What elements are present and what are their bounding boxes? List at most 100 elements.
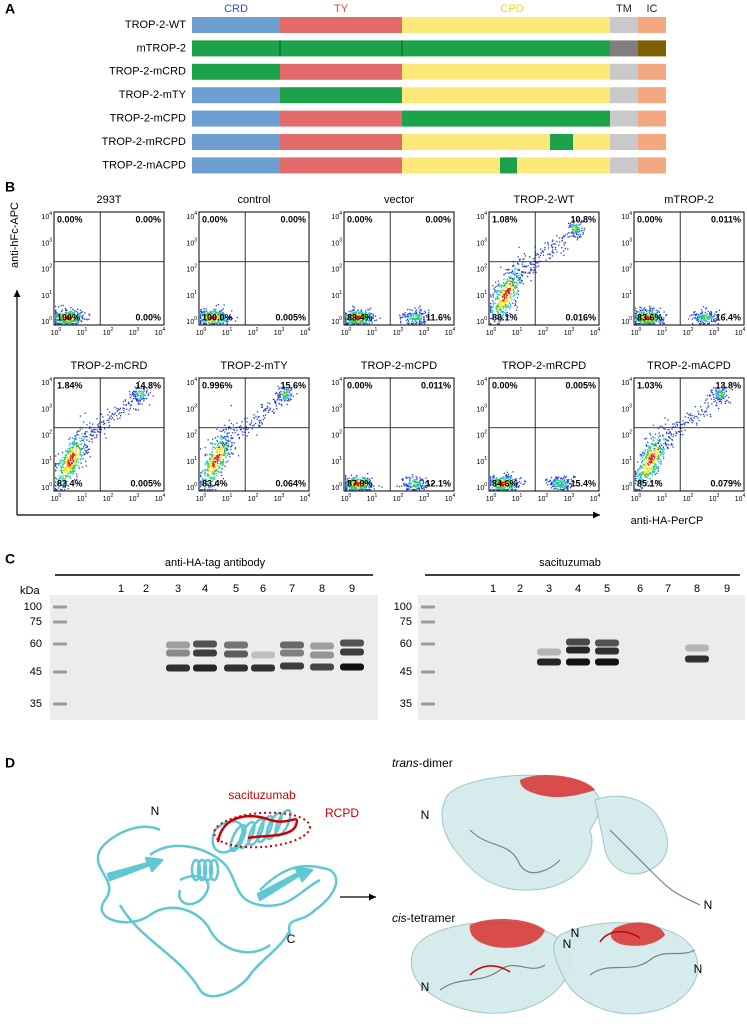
event-dot [402, 479, 404, 482]
event-dot [359, 322, 361, 324]
event-dot [60, 459, 63, 461]
event-dot [709, 313, 711, 315]
event-dot [200, 482, 202, 484]
event-dot [500, 290, 502, 292]
event-dot [205, 453, 207, 455]
event-dot [358, 318, 360, 320]
event-dot [281, 387, 284, 389]
tick-label: 101 [41, 290, 52, 300]
tick-exponent: 2 [49, 264, 52, 270]
event-dot [637, 318, 639, 320]
tick-base: 10 [445, 330, 453, 337]
event-dot [67, 466, 69, 468]
event-dot [56, 467, 58, 469]
event-dot [74, 470, 76, 472]
event-dot [222, 460, 225, 463]
event-dot [501, 481, 503, 483]
event-dot [498, 323, 500, 325]
event-dot [563, 236, 565, 238]
event-dot [704, 316, 706, 318]
event-dot [363, 476, 366, 479]
event-dot [354, 489, 357, 491]
event-dot [496, 486, 498, 488]
event-dot [419, 479, 421, 481]
event-dot [512, 265, 514, 267]
event-dot [527, 272, 529, 274]
event-dot [372, 317, 374, 320]
event-dot [363, 486, 365, 488]
event-dot [571, 226, 573, 228]
event-dot [219, 322, 221, 324]
event-dot [226, 321, 228, 323]
event-dot [505, 286, 507, 288]
event-dot [496, 297, 498, 299]
event-dot [405, 483, 407, 485]
event-dot [503, 298, 505, 300]
event-dot [639, 314, 641, 316]
event-dot [663, 322, 665, 324]
event-dot [496, 317, 499, 319]
event-dot [370, 485, 373, 488]
event-dot [410, 485, 412, 488]
event-dot [512, 480, 514, 483]
plot-title: vector [384, 194, 414, 206]
event-dot [414, 307, 416, 309]
event-dot [513, 265, 515, 267]
event-dot [131, 392, 134, 394]
event-dot [403, 314, 405, 317]
event-dot [700, 312, 703, 314]
event-dot [78, 430, 80, 432]
event-dot [69, 455, 71, 457]
event-dot [71, 319, 73, 321]
scatter-cloud [345, 473, 434, 491]
event-dot [143, 394, 146, 396]
event-dot [509, 478, 511, 480]
tick-exponent: 4 [453, 493, 456, 499]
tick-exponent: 4 [743, 327, 746, 333]
event-dot [352, 477, 354, 479]
event-dot [411, 309, 413, 311]
tick-label: 101 [367, 327, 378, 337]
event-dot [221, 436, 223, 438]
event-dot [366, 318, 368, 320]
event-dot [502, 294, 504, 296]
tick-label: 102 [103, 327, 114, 337]
event-dot [137, 399, 139, 402]
event-dot [86, 431, 88, 433]
event-dot [374, 315, 377, 317]
event-dot [510, 482, 512, 484]
event-dot [494, 481, 496, 483]
event-dot [345, 476, 347, 478]
event-dot [511, 270, 513, 272]
event-dot [369, 481, 371, 483]
event-dot [63, 474, 65, 477]
event-dot [517, 256, 519, 258]
quadrant-percent: 100.0% [202, 312, 233, 322]
event-dot [64, 316, 66, 319]
event-dot [209, 459, 211, 461]
event-dot [499, 486, 501, 488]
event-dot [275, 392, 278, 394]
event-dot [281, 404, 283, 406]
event-dot [411, 474, 414, 476]
tick-exponent: 1 [49, 456, 52, 462]
event-dot [665, 314, 667, 317]
event-dot [548, 257, 550, 259]
event-dot [357, 320, 359, 322]
event-dot [80, 449, 82, 452]
tick-label: 104 [186, 211, 197, 221]
event-dot [513, 294, 515, 297]
panel-label: A [5, 1, 15, 17]
event-dot [495, 478, 497, 480]
event-dot [360, 486, 363, 488]
event-dot [70, 453, 72, 455]
event-dot [222, 313, 224, 315]
event-dot [227, 432, 229, 434]
event-dot [506, 483, 508, 486]
event-dot [529, 263, 531, 265]
event-dot [364, 317, 366, 319]
event-dot [225, 320, 227, 322]
tick-base: 10 [476, 293, 484, 300]
event-dot [639, 306, 641, 308]
event-dot [56, 482, 58, 485]
